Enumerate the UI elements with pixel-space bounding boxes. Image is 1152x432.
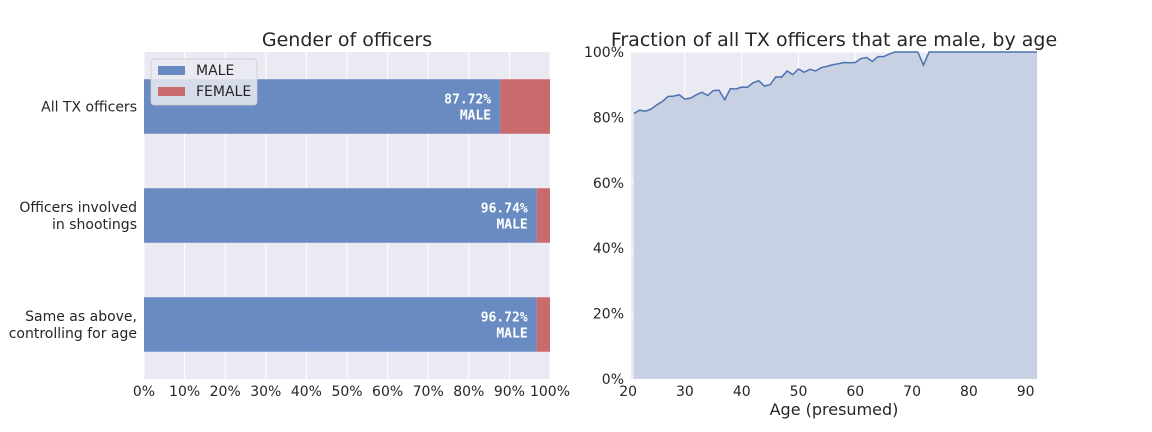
y-tick-label: 40% (593, 241, 624, 257)
x-tick-label: 90% (494, 384, 525, 400)
x-tick-label: 40% (291, 384, 322, 400)
bar-segment-male (144, 188, 537, 243)
age-area-chart: 20 30 40 50 60 70 80 90 0% 20% 40% 60% 80% 100% Frac… (584, 29, 1057, 419)
x-tick-label: 70 (903, 384, 921, 400)
area-chart-line (633, 51, 1037, 115)
legend-label-male: MALE (196, 63, 234, 79)
bar-chart-x-ticks: 0% 10% 20% 30% 40% 50% 60% 70% 80% 90% 100% (133, 384, 570, 400)
x-tick-label: 40 (733, 384, 751, 400)
bar-data-label: 87.72% (444, 93, 491, 108)
x-tick-label: 90 (1017, 384, 1035, 400)
y-tick-label: 20% (593, 307, 624, 323)
bar-data-label: 96.74% (481, 202, 528, 217)
bar-segment-female (500, 79, 550, 134)
x-tick-label: 50 (790, 384, 808, 400)
x-tick-label: 80 (960, 384, 978, 400)
x-tick-label: 60% (372, 384, 403, 400)
bar-chart-bars (144, 79, 550, 352)
x-tick-label: 50% (331, 384, 362, 400)
bar-data-label: MALE (460, 109, 491, 124)
bar-chart-title: Gender of officers (262, 29, 432, 51)
category-label: in shootings (52, 217, 137, 233)
category-label: Same as above, (25, 309, 137, 325)
x-tick-label: 70% (413, 384, 444, 400)
bar-segment-female (536, 297, 550, 352)
bar-data-label: MALE (496, 218, 527, 233)
category-label: All TX officers (41, 100, 137, 116)
area-chart-x-ticks: 20 30 40 50 60 70 80 90 (619, 384, 1034, 400)
x-tick-label: 20% (210, 384, 241, 400)
y-tick-label: 100% (584, 45, 624, 61)
x-tick-label: 0% (133, 384, 155, 400)
x-tick-label: 30% (250, 384, 281, 400)
x-tick-label: 20 (619, 384, 637, 400)
y-tick-label: 0% (602, 372, 624, 388)
category-label: controlling for age (9, 326, 137, 342)
bar-segment-female (536, 188, 550, 243)
y-tick-label: 80% (593, 110, 624, 126)
x-tick-label: 10% (169, 384, 200, 400)
bar-data-label: 96.72% (481, 311, 528, 326)
area-chart-fill (633, 52, 1037, 379)
x-tick-label: 100% (530, 384, 570, 400)
area-chart-y-ticks: 0% 20% 40% 60% 80% 100% (584, 45, 624, 388)
x-tick-label: 30 (676, 384, 694, 400)
bar-chart-legend: MALE FEMALE (150, 58, 258, 106)
bar-segment-male (144, 297, 537, 352)
x-tick-label: 60 (846, 384, 864, 400)
area-chart-title: Fraction of all TX officers that are mal… (611, 29, 1057, 51)
x-tick-label: 80% (453, 384, 484, 400)
legend-label-female: FEMALE (196, 84, 251, 100)
y-tick-label: 60% (593, 176, 624, 192)
category-label: Officers involved (19, 200, 137, 216)
legend-swatch-female (158, 87, 185, 96)
bar-data-label: MALE (496, 327, 527, 342)
area-chart-x-axis-label: Age (presumed) (770, 400, 899, 419)
legend-swatch-male (158, 66, 185, 75)
